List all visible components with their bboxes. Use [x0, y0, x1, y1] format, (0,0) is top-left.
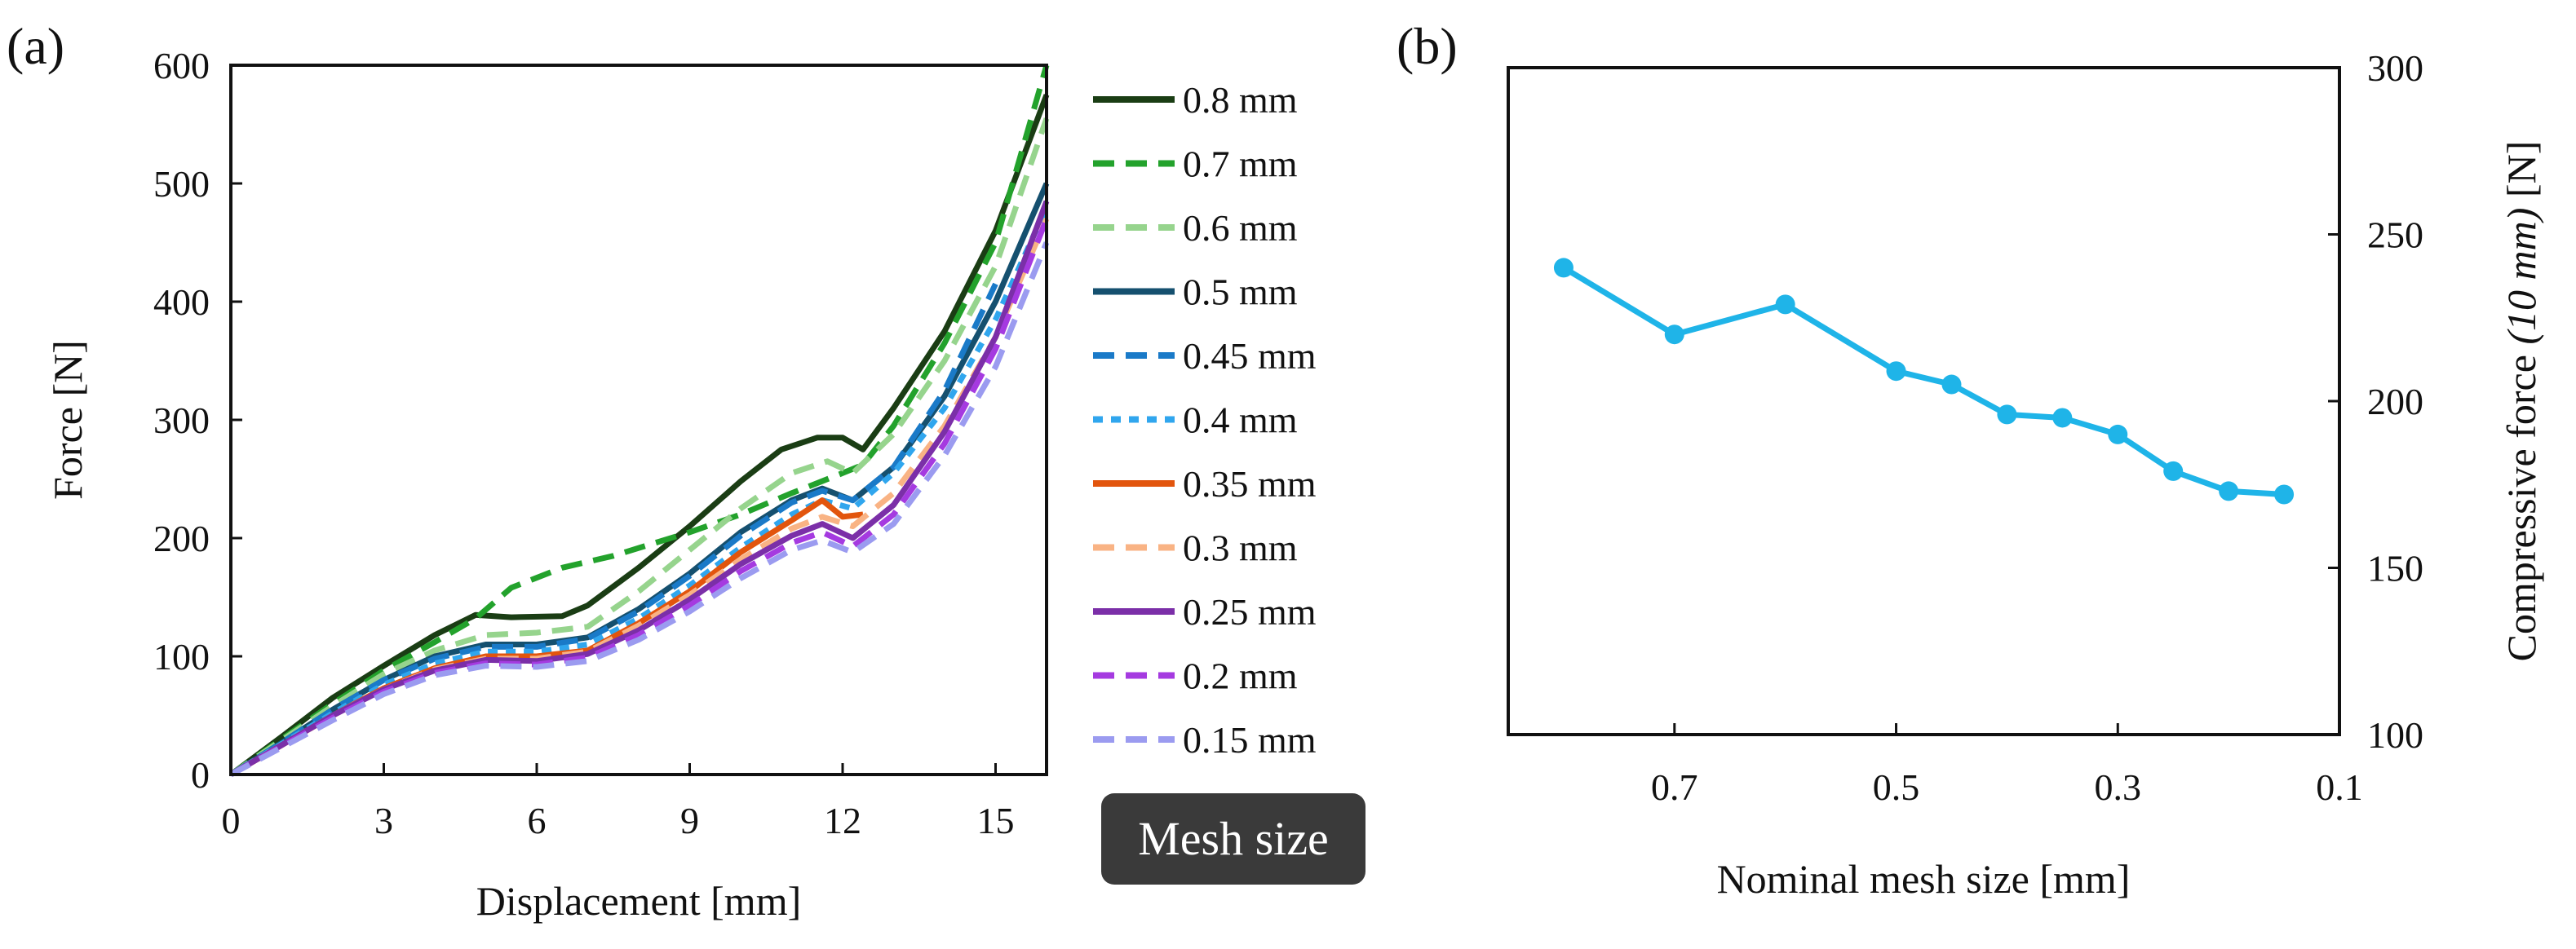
y-tick-label-a: 600 — [153, 45, 210, 86]
legend-label: 0.5 mm — [1183, 271, 1298, 313]
legend-label: 0.3 mm — [1183, 527, 1298, 569]
y-axis-title-b-italic: (10 mm) — [2499, 208, 2544, 345]
x-tick-label-a: 6 — [528, 800, 547, 841]
series-line-0p15mm — [229, 241, 1050, 778]
x-tick-label-b: 0.5 — [1873, 766, 1920, 808]
data-point — [1553, 258, 1573, 278]
y-tick-label-a: 200 — [153, 518, 210, 559]
data-point — [1775, 294, 1795, 315]
y-axis-title-b-main: Compressive force — [2499, 345, 2544, 662]
x-tick-label-b: 0.7 — [1651, 766, 1698, 808]
y-axis-title-b: Compressive force (10 mm) [N] — [2499, 141, 2544, 662]
series-group-b — [1553, 258, 2295, 505]
y-ticks-b: 100 150 200 250 300 — [2328, 47, 2423, 756]
series-line-0p6mm — [229, 117, 1050, 777]
legend: 0.8 mm 0.7 mm 0.6 mm 0.5 mm 0.45 mm 0.4 mm 0.3… — [1093, 79, 1317, 761]
legend-label: 0.8 mm — [1183, 79, 1298, 121]
y-ticks-a: 0 100 200 300 400 500 600 — [153, 45, 242, 796]
legend-label: 0.4 mm — [1183, 399, 1298, 441]
y-tick-label-a: 0 — [191, 754, 210, 796]
x-ticks-a: 0 3 6 9 12 15 — [222, 763, 1015, 841]
legend-label: 0.6 mm — [1183, 207, 1298, 249]
series-group-a — [228, 64, 1050, 778]
y-tick-label-b: 250 — [2367, 214, 2423, 256]
y-tick-label-b: 300 — [2367, 47, 2423, 89]
x-ticks-b: 0.7 0.5 0.3 0.1 — [1651, 723, 2363, 808]
panel-label-b: (b) — [1396, 17, 1458, 75]
series-line-0p8mm — [228, 94, 1050, 777]
legend-badge: Mesh size — [1101, 793, 1365, 885]
panel-label-a: (a) — [7, 17, 64, 75]
data-point — [2274, 484, 2295, 505]
y-axis-title-a: Force [N] — [45, 340, 91, 500]
x-tick-label-a: 3 — [374, 800, 393, 841]
chart-compressive-force: 0.7 0.5 0.3 0.1 100 150 200 250 300 Nominal mes… — [1507, 47, 2544, 902]
x-tick-label-a: 12 — [824, 800, 861, 841]
x-tick-label-a: 0 — [222, 800, 241, 841]
plot-frame-b — [1507, 66, 2341, 736]
series-line-compressive-force — [1562, 265, 2285, 497]
y-tick-label-a: 500 — [153, 163, 210, 205]
data-point — [2052, 408, 2073, 428]
y-axis-title-b-unit: [N] — [2499, 141, 2544, 208]
y-tick-label-a: 300 — [153, 399, 210, 441]
x-tick-label-b: 0.3 — [2095, 766, 2142, 808]
legend-label: 0.2 mm — [1183, 655, 1298, 697]
series-line-0p45mm — [229, 282, 998, 777]
y-tick-label-b: 100 — [2367, 714, 2423, 756]
series-line-0p7mm — [229, 64, 1050, 777]
y-tick-label-a: 400 — [153, 281, 210, 323]
y-tick-label-b: 200 — [2367, 381, 2423, 422]
legend-label: 0.15 mm — [1183, 719, 1317, 761]
legend-label: 0.45 mm — [1183, 335, 1317, 377]
data-point — [1664, 324, 1684, 345]
legend-label: 0.7 mm — [1183, 143, 1298, 185]
chart-force-displacement: 0 3 6 9 12 15 0 100 200 300 400 500 600 Displacemen… — [45, 45, 1050, 924]
x-axis-title-a: Displacement [mm] — [476, 878, 802, 924]
data-point — [2163, 461, 2184, 481]
legend-label: 0.25 mm — [1183, 591, 1317, 633]
series-line-0p4mm — [229, 205, 1050, 777]
data-point — [1997, 404, 2017, 425]
x-axis-title-b: Nominal mesh size [mm] — [1717, 856, 2131, 902]
data-point — [1941, 374, 1962, 395]
y-tick-label-a: 100 — [153, 636, 210, 678]
x-tick-label-a: 15 — [977, 800, 1015, 841]
legend-badge-background — [1101, 793, 1365, 885]
legend-badge-label: Mesh size — [1138, 812, 1329, 865]
legend-label: 0.35 mm — [1183, 463, 1317, 505]
data-point — [1886, 361, 1906, 382]
data-point — [2108, 424, 2128, 444]
x-tick-label-a: 9 — [680, 800, 699, 841]
x-tick-label-b: 0.1 — [2316, 766, 2363, 808]
data-point — [2219, 481, 2239, 501]
y-tick-label-b: 150 — [2367, 548, 2423, 589]
